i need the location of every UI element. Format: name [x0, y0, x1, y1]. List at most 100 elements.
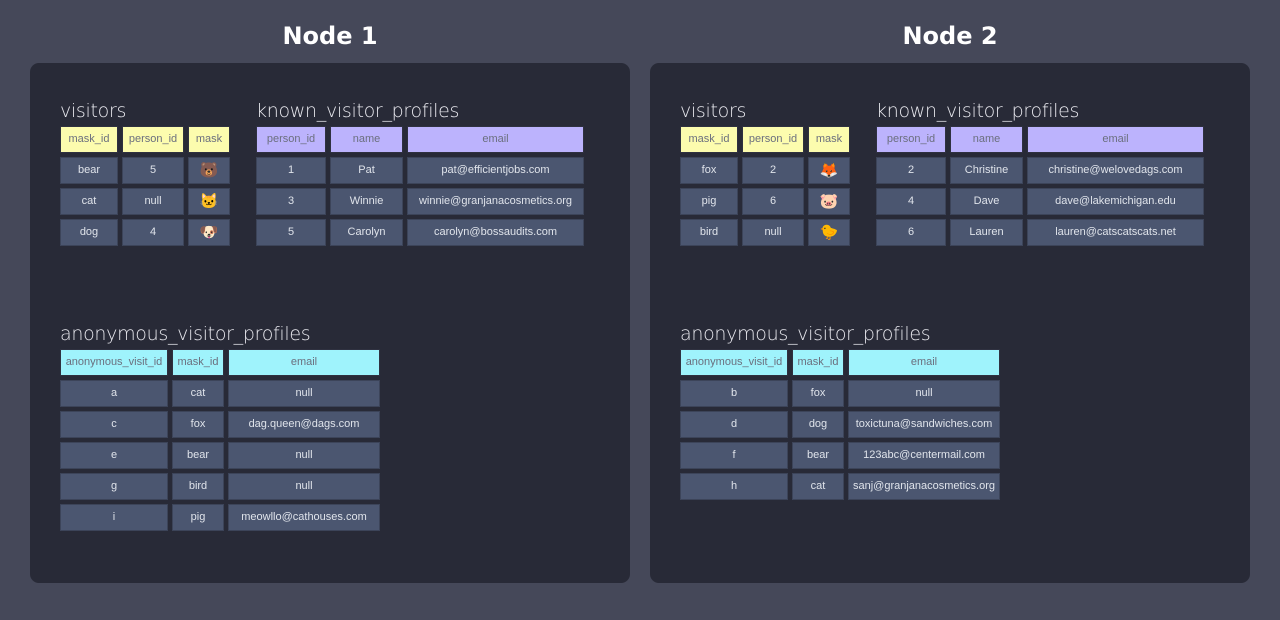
table-header-row: person_id name email: [256, 126, 584, 153]
table-cell: dog: [792, 411, 844, 438]
table-cell: null: [742, 219, 804, 246]
table-row: fox 2 🦊: [680, 157, 850, 184]
table-cell: Pat: [330, 157, 403, 184]
column-header: mask_id: [60, 126, 118, 153]
mask-emoji-icon: 🦊: [808, 157, 850, 184]
table-cell: f: [680, 442, 788, 469]
table-cell: dog: [60, 219, 118, 246]
table-title: known_visitor_profiles: [256, 100, 460, 122]
table-title: visitors: [60, 100, 127, 122]
visitors-table: visitors mask_id person_id mask bear 5 🐻 cat nul…: [60, 100, 230, 250]
mask-emoji-icon: 🐱: [188, 188, 230, 215]
table-cell: 6: [742, 188, 804, 215]
table-row: f bear 123abc@centermail.com: [680, 442, 1000, 469]
column-header: name: [330, 126, 403, 153]
table-cell: Carolyn: [330, 219, 403, 246]
table-cell: cat: [60, 188, 118, 215]
table-cell: 123abc@centermail.com: [848, 442, 1000, 469]
known-table: known_visitor_profiles person_id name email…: [256, 100, 584, 250]
table-cell: null: [228, 380, 380, 407]
table-cell: 2: [876, 157, 946, 184]
table-row: bear 5 🐻: [60, 157, 230, 184]
table-cell: 5: [122, 157, 184, 184]
column-header: email: [1027, 126, 1204, 153]
table-cell: Dave: [950, 188, 1023, 215]
mask-emoji-icon: 🐶: [188, 219, 230, 246]
table-cell: 3: [256, 188, 326, 215]
table-cell: dag.queen@dags.com: [228, 411, 380, 438]
node-panel: visitors mask_id person_id mask bear 5 🐻 cat nul…: [30, 63, 630, 583]
table-cell: winnie@granjanacosmetics.org: [407, 188, 584, 215]
column-header: anonymous_visit_id: [60, 349, 168, 376]
table-cell: 1: [256, 157, 326, 184]
column-header: email: [848, 349, 1000, 376]
table-cell: Lauren: [950, 219, 1023, 246]
table-row: dog 4 🐶: [60, 219, 230, 246]
table-header-row: mask_id person_id mask: [680, 126, 850, 153]
table-header-row: anonymous_visit_id mask_id email: [60, 349, 380, 376]
table-row: 6 Lauren lauren@catscatscats.net: [876, 219, 1204, 246]
table-cell: toxictuna@sandwiches.com: [848, 411, 1000, 438]
node-title: Node 1: [282, 22, 378, 50]
table-row: pig 6 🐷: [680, 188, 850, 215]
table-cell: pig: [172, 504, 224, 531]
table-row: 2 Christine christine@welovedags.com: [876, 157, 1204, 184]
table-row: c fox dag.queen@dags.com: [60, 411, 380, 438]
table-row: 3 Winnie winnie@granjanacosmetics.org: [256, 188, 584, 215]
column-header: mask: [808, 126, 850, 153]
table-cell: bear: [60, 157, 118, 184]
column-header: email: [228, 349, 380, 376]
mask-emoji-icon: 🐻: [188, 157, 230, 184]
table-cell: lauren@catscatscats.net: [1027, 219, 1204, 246]
table-cell: dave@lakemichigan.edu: [1027, 188, 1204, 215]
table-row: cat null 🐱: [60, 188, 230, 215]
column-header: person_id: [742, 126, 804, 153]
table-cell: cat: [792, 473, 844, 500]
table-cell: null: [228, 442, 380, 469]
table-cell: cat: [172, 380, 224, 407]
column-header: mask_id: [792, 349, 844, 376]
table-row: a cat null: [60, 380, 380, 407]
table-cell: null: [122, 188, 184, 215]
table-cell: null: [228, 473, 380, 500]
table-cell: fox: [172, 411, 224, 438]
mask-emoji-icon: 🐤: [808, 219, 850, 246]
table-cell: sanj@granjanacosmetics.org: [848, 473, 1000, 500]
table-cell: null: [848, 380, 1000, 407]
table-cell: d: [680, 411, 788, 438]
table-cell: b: [680, 380, 788, 407]
column-header: email: [407, 126, 584, 153]
table-row: bird null 🐤: [680, 219, 850, 246]
mask-emoji-icon: 🐷: [808, 188, 850, 215]
table-cell: Christine: [950, 157, 1023, 184]
table-row: 4 Dave dave@lakemichigan.edu: [876, 188, 1204, 215]
table-cell: carolyn@bossaudits.com: [407, 219, 584, 246]
node-panel: visitors mask_id person_id mask fox 2 🦊 pig 6 🐷 bi…: [650, 63, 1250, 583]
table-row: e bear null: [60, 442, 380, 469]
table-cell: fox: [792, 380, 844, 407]
table-title: visitors: [680, 100, 747, 122]
table-cell: 6: [876, 219, 946, 246]
table-cell: fox: [680, 157, 738, 184]
column-header: mask: [188, 126, 230, 153]
visitors-table: visitors mask_id person_id mask fox 2 🦊 pig 6 🐷 bi…: [680, 100, 850, 250]
table-cell: Winnie: [330, 188, 403, 215]
table-title: anonymous_visitor_profiles: [680, 323, 931, 345]
anonymous-table: anonymous_visitor_profiles anonymous_visi…: [680, 323, 1000, 504]
table-cell: bird: [172, 473, 224, 500]
column-header: person_id: [122, 126, 184, 153]
column-header: anonymous_visit_id: [680, 349, 788, 376]
table-row: d dog toxictuna@sandwiches.com: [680, 411, 1000, 438]
table-cell: g: [60, 473, 168, 500]
known-table: known_visitor_profiles person_id name email…: [876, 100, 1204, 250]
column-header: person_id: [876, 126, 946, 153]
table-cell: pat@efficientjobs.com: [407, 157, 584, 184]
table-header-row: anonymous_visit_id mask_id email: [680, 349, 1000, 376]
table-row: b fox null: [680, 380, 1000, 407]
table-row: g bird null: [60, 473, 380, 500]
table-cell: bear: [172, 442, 224, 469]
table-cell: 4: [122, 219, 184, 246]
anonymous-table: anonymous_visitor_profiles anonymous_visi…: [60, 323, 380, 535]
node-title: Node 2: [902, 22, 998, 50]
column-header: mask_id: [680, 126, 738, 153]
